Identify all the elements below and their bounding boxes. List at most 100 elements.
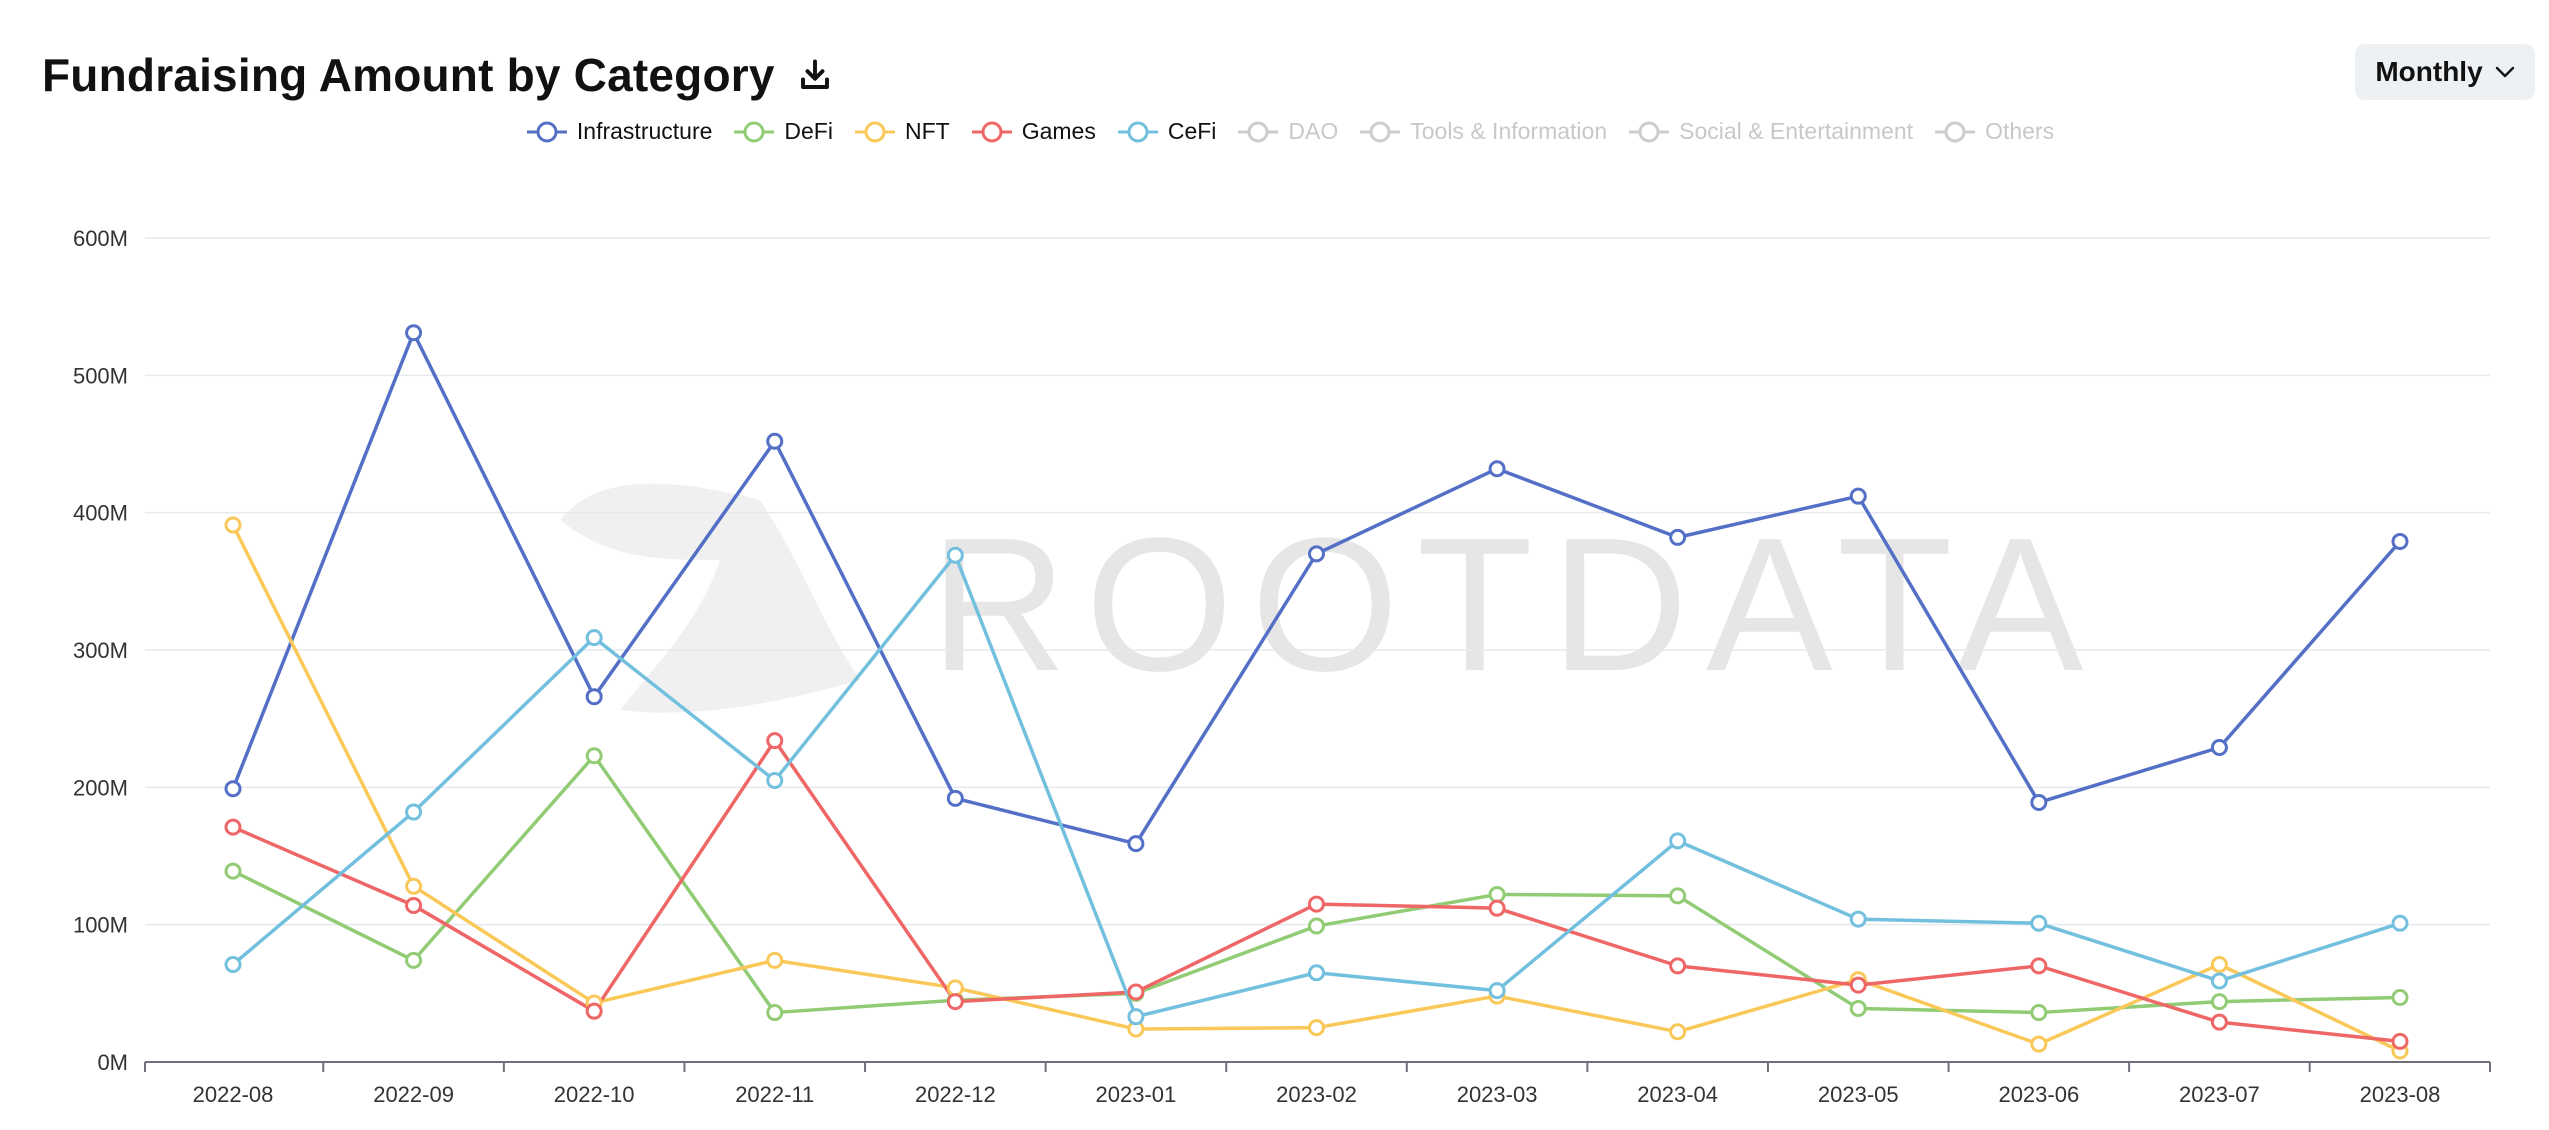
data-point-games xyxy=(1308,895,1325,913)
data-point-infrastructure xyxy=(2210,739,2228,757)
legend-marker-icon xyxy=(1238,121,1279,142)
legend-item-dao[interactable]: DAO xyxy=(1236,118,1338,145)
data-point-cefi xyxy=(224,955,242,973)
legend-item-nft[interactable]: NFT xyxy=(853,118,950,145)
legend-marker-icon xyxy=(1360,121,1401,142)
data-point-infrastructure xyxy=(1488,460,1506,478)
data-point-games xyxy=(2030,957,2048,975)
legend-item-tools-information[interactable]: Tools & Information xyxy=(1358,118,1607,145)
legend-label: NFT xyxy=(904,118,950,144)
data-point-defi xyxy=(766,1004,784,1022)
data-point-defi xyxy=(1849,999,1867,1017)
y-tick-label: 500M xyxy=(73,363,128,388)
legend-marker-icon xyxy=(1117,121,1158,142)
data-point-games xyxy=(2210,1013,2228,1031)
data-point-defi xyxy=(1488,885,1506,903)
legend-label: CeFi xyxy=(1167,118,1217,144)
chevron-down-icon xyxy=(2495,66,2514,78)
x-tick-label: 2023-01 xyxy=(1096,1082,1177,1107)
x-tick-label: 2023-05 xyxy=(1818,1082,1899,1107)
data-point-nft xyxy=(2030,1035,2048,1053)
data-point-games xyxy=(946,993,964,1011)
data-point-games xyxy=(585,1002,603,1020)
data-point-games xyxy=(766,732,784,750)
data-point-infrastructure xyxy=(1669,528,1687,546)
legend-item-others[interactable]: Others xyxy=(1933,118,2054,145)
data-point-cefi xyxy=(1127,1008,1145,1026)
x-tick-label: 2023-04 xyxy=(1637,1082,1718,1107)
x-tick-label: 2022-08 xyxy=(193,1082,274,1107)
data-point-infrastructure xyxy=(2391,533,2409,551)
data-point-cefi xyxy=(1308,964,1325,982)
y-tick-label: 300M xyxy=(73,638,128,663)
x-tick-label: 2022-11 xyxy=(735,1082,814,1107)
data-point-cefi xyxy=(766,771,784,789)
data-point-cefi xyxy=(2210,972,2228,990)
data-point-games xyxy=(405,896,423,914)
legend-item-cefi[interactable]: CeFi xyxy=(1116,118,1217,145)
x-tick-label: 2022-09 xyxy=(373,1082,454,1107)
x-tick-label: 2023-03 xyxy=(1457,1082,1538,1107)
chart-legend: Infrastructure DeFi NFT Games CeFi DAO Tools &… xyxy=(0,118,2549,145)
y-tick-label: 600M xyxy=(73,226,128,251)
series-line-games xyxy=(232,738,2401,1044)
legend-marker-icon xyxy=(854,121,895,142)
data-point-cefi xyxy=(1849,910,1867,928)
data-point-infrastructure xyxy=(766,432,784,450)
data-point-infrastructure xyxy=(2030,793,2048,811)
x-tick-label: 2023-06 xyxy=(1998,1082,2079,1107)
data-point-infrastructure xyxy=(1127,835,1145,853)
y-tick-label: 100M xyxy=(73,913,128,938)
legend-marker-icon xyxy=(526,121,567,142)
y-tick-label: 0M xyxy=(97,1050,128,1075)
data-point-defi xyxy=(2210,993,2228,1011)
chart-title: Fundraising Amount by Category xyxy=(42,49,775,101)
x-tick-label: 2023-07 xyxy=(2179,1082,2260,1107)
data-point-infrastructure xyxy=(585,688,603,706)
data-point-nft xyxy=(1308,1019,1325,1037)
legend-label: DAO xyxy=(1288,118,1339,144)
download-icon[interactable] xyxy=(797,57,833,93)
legend-item-defi[interactable]: DeFi xyxy=(732,118,833,145)
data-point-nft xyxy=(405,877,423,895)
x-tick-label: 2023-02 xyxy=(1276,1082,1357,1107)
x-tick-label: 2022-12 xyxy=(915,1082,996,1107)
data-point-infrastructure xyxy=(946,789,964,807)
legend-label: Games xyxy=(1021,118,1096,144)
data-point-defi xyxy=(2391,988,2409,1006)
data-point-infrastructure xyxy=(1308,545,1325,563)
legend-item-social-entertainment[interactable]: Social & Entertainment xyxy=(1627,118,1913,145)
legend-label: Social & Entertainment xyxy=(1679,118,1914,144)
data-point-defi xyxy=(585,747,603,765)
data-point-nft xyxy=(224,516,242,534)
x-tick-label: 2022-10 xyxy=(554,1082,635,1107)
data-point-cefi xyxy=(405,803,423,821)
watermark-text: ROOTDATA xyxy=(930,499,2101,711)
data-point-games xyxy=(1849,976,1867,994)
x-tick-label: 2023-08 xyxy=(2360,1082,2441,1107)
data-point-defi xyxy=(405,951,423,969)
data-point-infrastructure xyxy=(224,780,242,798)
data-point-games xyxy=(224,818,242,836)
data-point-defi xyxy=(2030,1004,2048,1022)
data-point-defi xyxy=(1669,887,1687,905)
data-point-cefi xyxy=(585,629,603,647)
watermark-logo: ROOTDATA xyxy=(560,483,2101,713)
legend-label: Tools & Information xyxy=(1410,118,1608,144)
data-point-nft xyxy=(766,951,784,969)
data-point-infrastructure xyxy=(405,324,423,342)
legend-label: Infrastructure xyxy=(576,118,713,144)
period-dropdown[interactable]: Monthly xyxy=(2355,44,2535,100)
data-point-cefi xyxy=(2030,914,2048,932)
legend-marker-icon xyxy=(734,121,775,142)
legend-item-games[interactable]: Games xyxy=(970,118,1096,145)
data-point-cefi xyxy=(1669,832,1687,850)
period-dropdown-label: Monthly xyxy=(2375,56,2483,87)
data-point-nft xyxy=(946,979,964,997)
legend-label: Others xyxy=(1985,118,2055,144)
data-point-nft xyxy=(1669,1023,1687,1041)
data-point-cefi xyxy=(946,546,964,564)
data-point-cefi xyxy=(1488,982,1506,1000)
legend-item-infrastructure[interactable]: Infrastructure xyxy=(525,118,713,145)
